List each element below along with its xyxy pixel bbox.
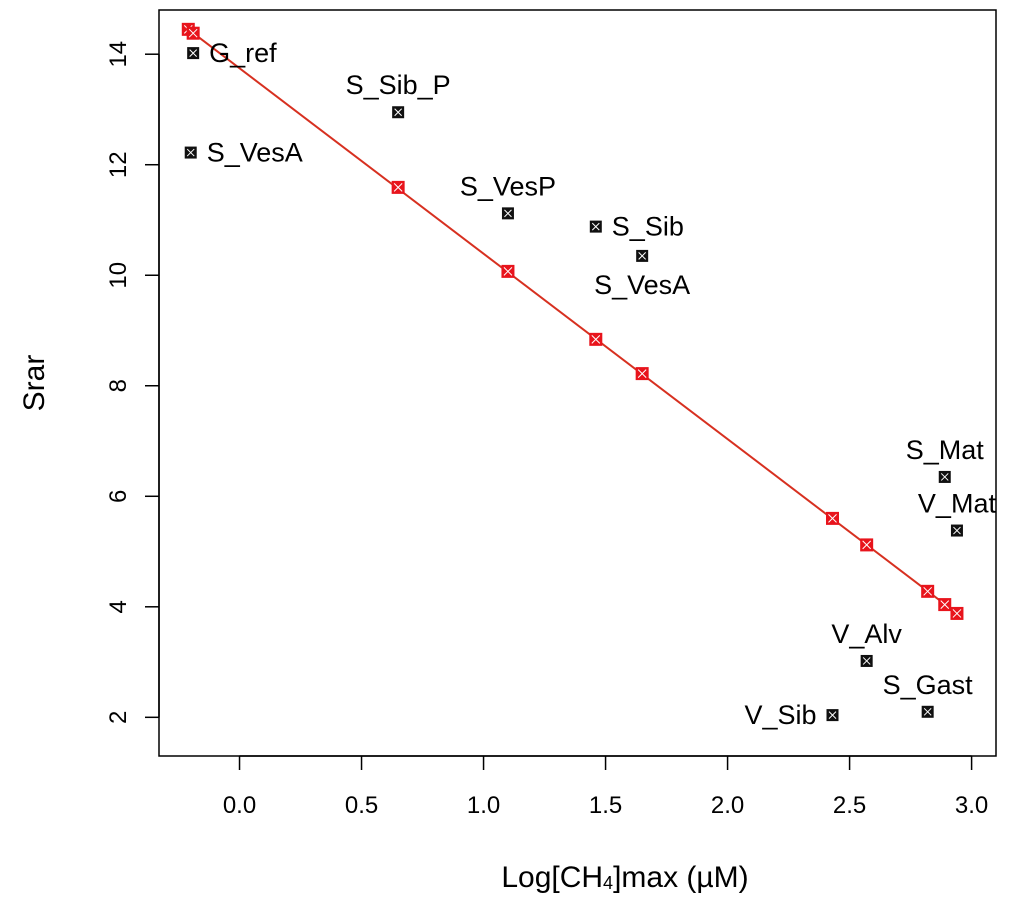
observed-point	[938, 470, 951, 483]
point-label: S_VesP	[460, 171, 556, 201]
fitted-point	[921, 584, 935, 598]
point-labels-layer: G_ref S_VesA S_Sib_P S_VesP S_Sib S_VesA S_Mat…	[207, 38, 997, 730]
x-axis-title-prefix: Log[CH	[501, 861, 603, 894]
fitted-point	[826, 511, 840, 525]
y-tick-label: 2	[105, 711, 132, 724]
points-layer	[181, 22, 964, 722]
observed-point	[589, 220, 602, 233]
x-tick-label: 2.5	[833, 792, 866, 819]
point-label: S_Sib	[612, 212, 684, 242]
x-tick-label: 0.5	[345, 792, 378, 819]
point-label: V_Sib	[744, 700, 816, 730]
fitted-point	[860, 538, 874, 552]
x-axis: 0.0 0.5 1.0 1.5 2.0 2.5 3.0	[223, 755, 988, 819]
y-tick-label: 4	[105, 600, 132, 613]
point-label: S_Gast	[883, 670, 974, 700]
y-tick-label: 10	[105, 262, 132, 289]
observed-point	[501, 207, 514, 220]
y-axis-title: Srar	[18, 355, 51, 412]
y-tick-label: 6	[105, 490, 132, 503]
observed-point	[636, 249, 649, 262]
point-label: S_Mat	[906, 435, 985, 465]
x-tick-label: 3.0	[955, 792, 988, 819]
x-axis-title-suffix: ]max (µM)	[613, 861, 749, 894]
observed-point	[950, 524, 963, 537]
fitted-point	[501, 264, 515, 278]
regression-line	[187, 28, 958, 615]
observed-point	[921, 705, 934, 718]
x-tick-label: 1.5	[589, 792, 622, 819]
observed-point	[392, 106, 405, 119]
observed-point	[860, 654, 873, 667]
point-label: G_ref	[209, 38, 277, 68]
fitted-point	[938, 598, 952, 612]
x-axis-title-subscript: 4	[603, 873, 613, 893]
x-tick-label: 1.0	[467, 792, 500, 819]
point-label: V_Mat	[918, 489, 997, 519]
point-label: S_VesA	[594, 270, 690, 300]
x-tick-label: 0.0	[223, 792, 256, 819]
x-axis-title: Log[CH4]max (µM)	[501, 861, 748, 894]
regression-line-layer	[187, 28, 958, 615]
fitted-point	[635, 367, 649, 381]
y-tick-label: 12	[105, 151, 132, 178]
fitted-point	[391, 180, 405, 194]
x-tick-label: 2.0	[711, 792, 744, 819]
fitted-point	[950, 606, 964, 620]
y-tick-label: 8	[105, 379, 132, 392]
point-label: S_VesA	[207, 138, 303, 168]
observed-point	[826, 709, 839, 722]
fitted-point	[186, 26, 200, 40]
point-label: V_Alv	[831, 619, 902, 649]
fitted-point	[589, 332, 603, 346]
point-label: S_Sib_P	[346, 70, 451, 100]
y-axis: 2 4 6 8 10 12 14	[105, 41, 160, 724]
y-tick-label: 14	[105, 41, 132, 68]
observed-point	[184, 146, 197, 159]
observed-point	[187, 47, 200, 60]
